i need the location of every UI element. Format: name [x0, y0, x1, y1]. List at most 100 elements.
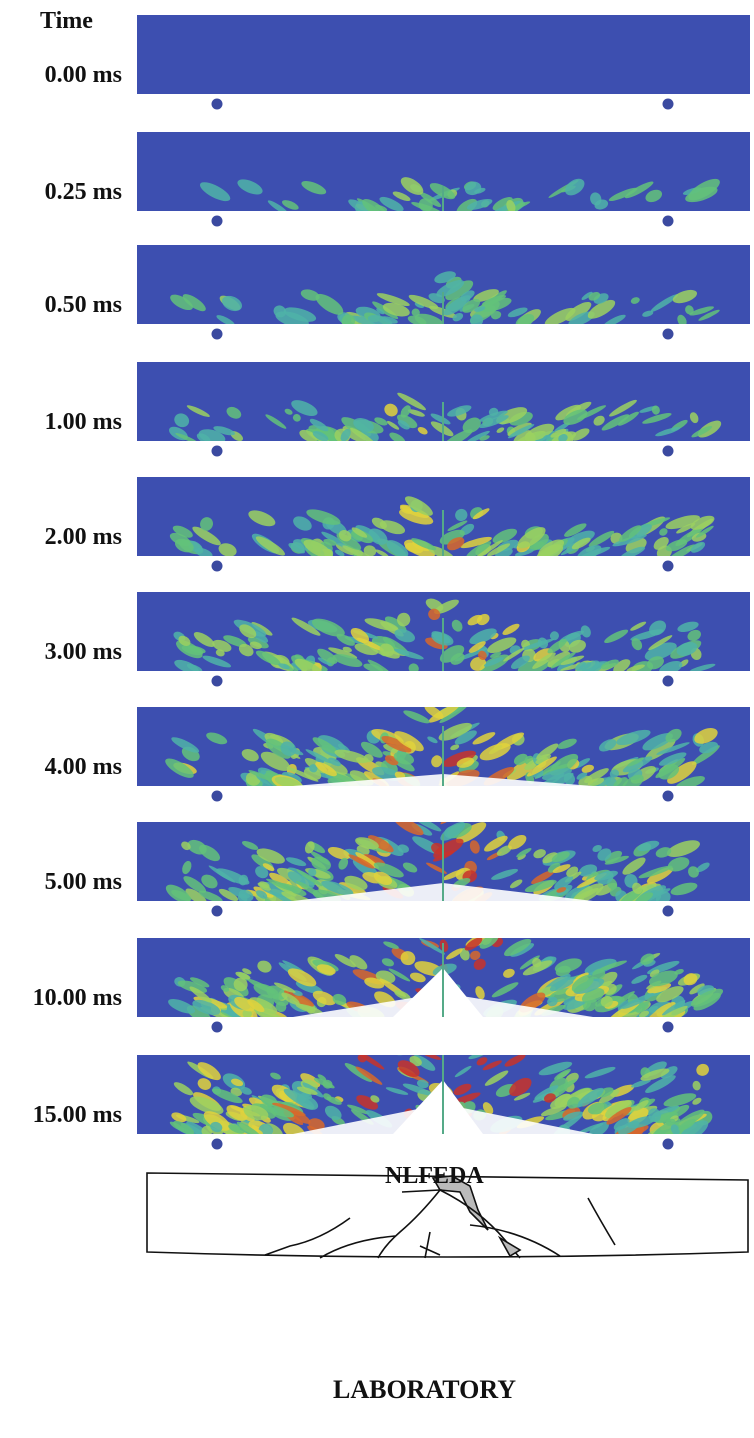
damage-patch [249, 641, 262, 650]
damage-patch [678, 1118, 696, 1131]
damage-patch [507, 424, 535, 439]
damage-patch [465, 541, 492, 556]
damage-patch [168, 998, 196, 1014]
damage-patch [237, 893, 248, 901]
damage-patch [618, 1120, 640, 1134]
damage-patch [634, 892, 654, 901]
support [211, 560, 223, 572]
damage-patch [604, 855, 629, 865]
damage-patch [344, 1062, 373, 1083]
damage-patch [281, 891, 313, 901]
damage-patch [475, 986, 485, 1000]
damage-patch [627, 757, 645, 767]
damage-patch [211, 1088, 243, 1104]
damage-patch [547, 862, 561, 873]
damage-patch [174, 659, 199, 671]
damage-patch [226, 406, 242, 419]
damage-patch [663, 1093, 697, 1107]
damage-patch [218, 888, 239, 901]
damage-patch [182, 860, 192, 875]
damage-patch [173, 1082, 194, 1096]
damage-patch [609, 769, 620, 778]
damage-patch [242, 840, 259, 850]
damage-patch [565, 178, 585, 196]
damage-patch [363, 663, 384, 671]
damage-patch [317, 735, 346, 753]
damage-patch [577, 1087, 604, 1107]
damage-patch [419, 192, 442, 207]
damage-patch [484, 835, 508, 852]
damage-patch [522, 960, 553, 976]
support [662, 905, 674, 917]
damage-patch [341, 314, 356, 324]
damage-patch [647, 656, 664, 670]
damage-patch [473, 958, 486, 970]
damage-patch [349, 955, 368, 970]
damage-patch [255, 536, 286, 556]
damage-patch [632, 882, 643, 895]
damage-patch [677, 314, 687, 324]
damage-patch [381, 735, 412, 753]
damage-patch [462, 298, 481, 313]
damage-patch [650, 294, 679, 312]
damage-patch [165, 884, 191, 901]
damage-patch [514, 549, 535, 556]
damage-patch [612, 534, 647, 547]
damage-patch [442, 869, 465, 881]
damage-patch [640, 953, 655, 965]
damage-patch [581, 291, 593, 301]
crack [469, 1224, 561, 1257]
damage-patch [248, 510, 276, 527]
damage-patch [542, 852, 558, 864]
damage-patch [689, 306, 714, 316]
damage-patch [447, 520, 468, 531]
damage-patch [526, 756, 557, 777]
damage-patch [409, 972, 426, 983]
damage-patch [312, 737, 338, 754]
damage-patch [231, 1078, 244, 1087]
damage-patch [477, 539, 503, 556]
damage-patch [555, 965, 571, 977]
time-label: 2.00 ms [44, 524, 122, 550]
spall [393, 1080, 483, 1134]
damage-patch [408, 663, 419, 671]
damage [169, 1055, 713, 1134]
damage-patch [328, 647, 358, 659]
damage-patch [503, 647, 525, 662]
damage-patch [616, 729, 651, 746]
damage-patch [631, 638, 643, 651]
damage-patch [182, 294, 206, 312]
damage-patch [226, 1105, 248, 1121]
damage-patch [357, 1055, 367, 1063]
damage-patch [603, 314, 626, 324]
damage-patch [351, 315, 377, 324]
damage-patch [197, 1062, 221, 1081]
beam-outline [146, 1172, 749, 1258]
damage-patch [694, 728, 718, 744]
damage-patch [326, 1096, 342, 1105]
damage-patch [588, 662, 605, 671]
damage-patch [332, 993, 347, 1006]
damage-patch [476, 1057, 488, 1066]
damage-patch [470, 314, 484, 324]
damage-patch [480, 297, 512, 312]
damage-patch [206, 732, 228, 745]
damage-patch [411, 308, 420, 317]
damage-patch [544, 307, 576, 324]
damage-patch [658, 752, 687, 766]
damage-patch [691, 425, 713, 438]
damage-patch [213, 426, 235, 436]
damage-patch [569, 639, 586, 653]
damage-patch [455, 508, 468, 522]
damage-patch [249, 997, 278, 1014]
laboratory-beam [146, 1172, 749, 1259]
damage-patch [222, 295, 243, 312]
damage-patch [433, 803, 460, 824]
damage-patch [236, 1121, 264, 1134]
damage-patch [174, 413, 190, 428]
damage-patch [192, 526, 221, 546]
damage-patch [502, 623, 520, 635]
damage-patch [350, 627, 370, 644]
damage-patch [647, 982, 672, 994]
damage-patch [397, 392, 426, 411]
